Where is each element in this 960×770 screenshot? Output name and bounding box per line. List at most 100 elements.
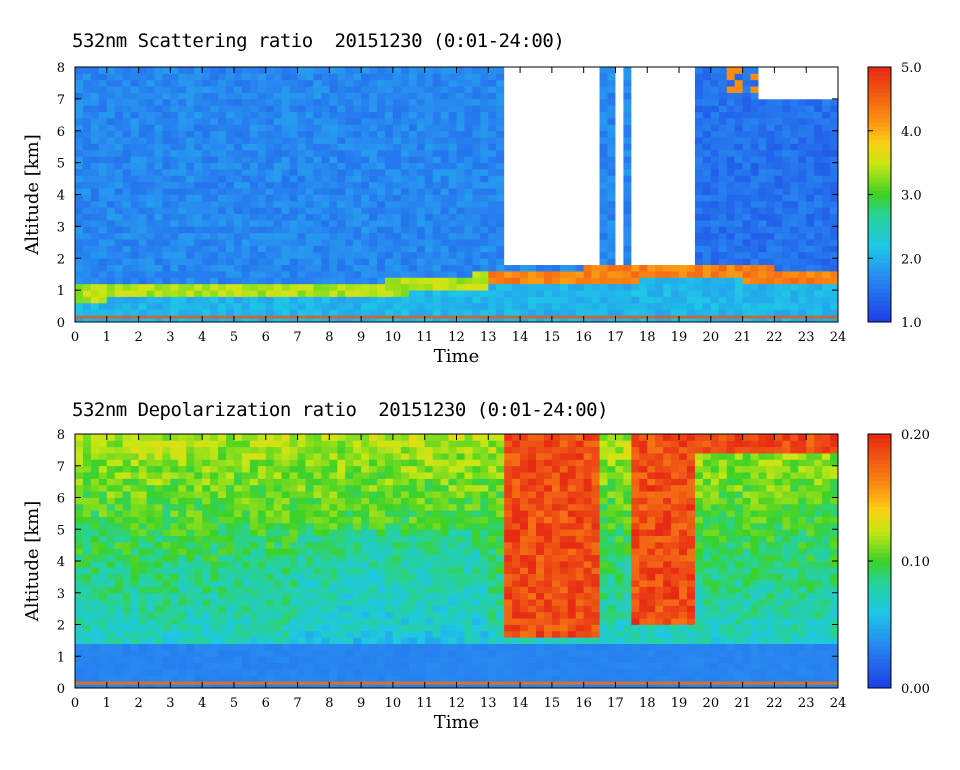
colorbar-swatch	[868, 207, 891, 212]
heatmap-cell	[440, 309, 449, 317]
heatmap-cell	[647, 188, 656, 195]
heatmap-cell	[154, 220, 163, 227]
heatmap-cell	[345, 232, 354, 240]
heatmap-cell	[321, 137, 330, 144]
heatmap-cell	[146, 124, 155, 132]
heatmap-cell	[575, 251, 585, 259]
heatmap-cell	[583, 73, 593, 81]
heatmap-cell	[710, 92, 720, 100]
heatmap-cell	[702, 264, 712, 272]
heatmap-cell	[830, 258, 839, 266]
heatmap-cell	[416, 105, 426, 113]
heatmap-cell	[671, 315, 680, 323]
heatmap-cell	[162, 258, 171, 266]
heatmap-cell	[162, 296, 171, 304]
heatmap-cell	[353, 92, 362, 100]
heatmap-cell	[599, 156, 608, 164]
heatmap-cell	[369, 271, 378, 278]
heatmap-cell	[114, 522, 124, 530]
heatmap-cell	[186, 315, 195, 323]
heatmap-cell	[82, 296, 92, 304]
heatmap-cell	[384, 264, 394, 272]
heatmap-cell	[178, 207, 187, 215]
heatmap-cell	[289, 309, 298, 317]
heatmap-cell	[265, 264, 275, 272]
heatmap-cell	[257, 656, 267, 663]
heatmap-cell	[226, 472, 235, 479]
heatmap-cell	[432, 283, 442, 291]
heatmap-cell	[647, 111, 656, 119]
heatmap-cell	[337, 111, 346, 119]
heatmap-cell	[162, 605, 171, 613]
heatmap-cell	[480, 73, 489, 81]
heatmap-cell	[655, 315, 664, 323]
heatmap-cell	[329, 296, 338, 304]
heatmap-cell	[106, 271, 116, 278]
heatmap-cell	[686, 283, 696, 291]
heatmap-cell	[504, 79, 513, 87]
heatmap-cell	[440, 67, 449, 74]
heatmap-cell	[726, 213, 736, 221]
heatmap-cell	[591, 137, 600, 144]
heatmap-cell	[830, 162, 839, 170]
heatmap-cell	[75, 143, 84, 151]
heatmap-cell	[329, 226, 338, 234]
heatmap-cell	[639, 315, 648, 323]
heatmap-cell	[806, 213, 815, 221]
heatmap-cell	[742, 92, 751, 100]
heatmap-cell	[583, 271, 593, 278]
heatmap-cell	[313, 149, 322, 157]
heatmap-cell	[400, 143, 410, 151]
heatmap-cell	[194, 181, 203, 189]
heatmap-cell	[75, 675, 84, 683]
heatmap-cell	[257, 105, 267, 113]
heatmap-cell	[90, 137, 100, 144]
heatmap-cell	[734, 309, 744, 317]
heatmap-cell	[138, 580, 147, 587]
heatmap-cell	[742, 258, 751, 266]
heatmap-cell	[170, 137, 179, 144]
heatmap-cell	[798, 200, 807, 208]
heatmap-cell	[226, 162, 235, 170]
heatmap-cell	[631, 137, 640, 144]
heatmap-cell	[98, 548, 108, 556]
heatmap-cell	[337, 194, 346, 202]
heatmap-cell	[233, 567, 243, 575]
heatmap-cell	[122, 459, 132, 467]
heatmap-cell	[202, 251, 211, 259]
heatmap-cell	[448, 258, 457, 266]
heatmap-cell	[734, 149, 744, 157]
heatmap-cell	[90, 73, 100, 81]
heatmap-cell	[329, 315, 338, 323]
heatmap-cell	[464, 239, 473, 246]
heatmap-cell	[496, 271, 505, 278]
heatmap-cell	[448, 130, 457, 138]
heatmap-cell	[750, 239, 759, 246]
heatmap-cell	[106, 637, 116, 644]
heatmap-cell	[265, 188, 275, 195]
heatmap-cell	[416, 130, 426, 138]
heatmap-cell	[734, 245, 744, 253]
heatmap-cell	[162, 465, 171, 473]
heatmap-cell	[130, 92, 139, 100]
heatmap-cell	[98, 529, 108, 536]
heatmap-cell	[233, 643, 243, 651]
heatmap-cell	[146, 668, 155, 676]
heatmap-cell	[122, 453, 132, 460]
heatmap-cell	[257, 309, 267, 317]
heatmap-cell	[162, 592, 171, 600]
heatmap-cell	[432, 220, 442, 227]
heatmap-cell	[639, 188, 648, 195]
heatmap-cell	[114, 162, 124, 170]
heatmap-cell	[718, 188, 728, 195]
heatmap-cell	[742, 277, 751, 285]
heatmap-cell	[822, 232, 831, 240]
heatmap-cell	[154, 656, 163, 663]
heatmap-cell	[830, 175, 839, 183]
heatmap-cell	[663, 251, 672, 259]
heatmap-cell	[480, 124, 489, 132]
heatmap-cell	[130, 497, 139, 505]
heatmap-cell	[241, 67, 251, 74]
heatmap-cell	[798, 124, 807, 132]
heatmap-cell	[257, 510, 267, 517]
